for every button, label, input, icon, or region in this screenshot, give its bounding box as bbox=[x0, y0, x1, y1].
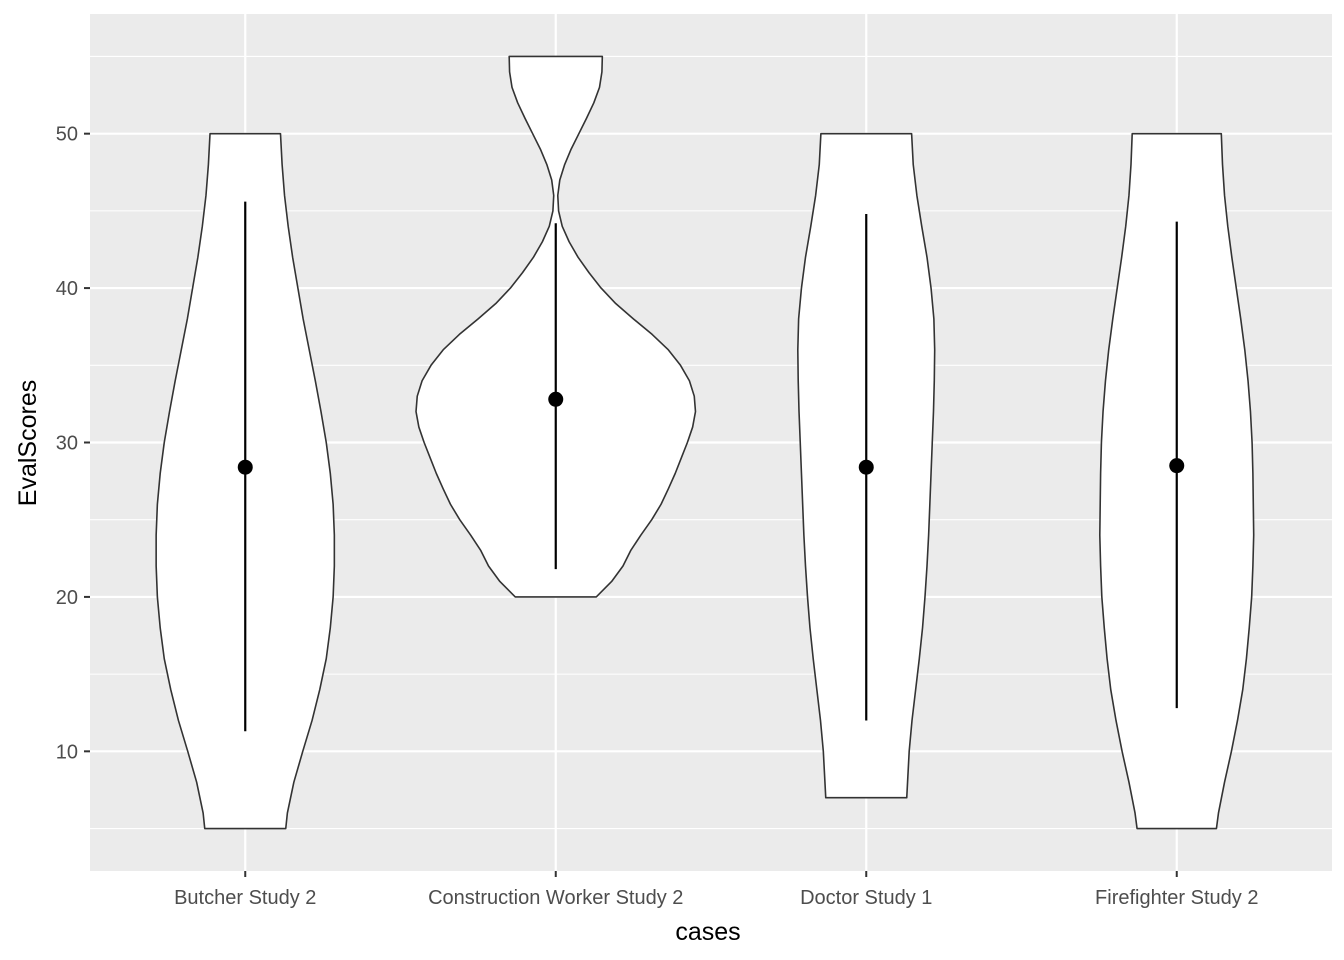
mean-point-1 bbox=[237, 459, 253, 475]
y-tick-label: 20 bbox=[56, 587, 78, 609]
summary-markers bbox=[237, 201, 1185, 732]
x-axis: Butcher Study 2 Construction Worker Study… bbox=[174, 871, 1258, 909]
y-axis-title: EvalScores bbox=[14, 380, 42, 506]
mean-point-3 bbox=[858, 459, 874, 475]
y-tick-label: 10 bbox=[56, 741, 78, 763]
mean-point-2 bbox=[548, 391, 564, 407]
x-tick-label: Firefighter Study 2 bbox=[1095, 887, 1258, 909]
mean-point-4 bbox=[1169, 458, 1185, 474]
x-tick-label: Doctor Study 1 bbox=[800, 887, 932, 909]
y-tick-label: 40 bbox=[56, 278, 78, 300]
x-axis-title: cases bbox=[675, 918, 740, 946]
x-tick-label: Butcher Study 2 bbox=[174, 887, 316, 909]
x-tick-label: Construction Worker Study 2 bbox=[428, 887, 683, 909]
y-tick-label: 50 bbox=[56, 124, 78, 146]
y-axis: 10 20 30 40 50 bbox=[56, 124, 90, 763]
y-tick-label: 30 bbox=[56, 433, 78, 455]
